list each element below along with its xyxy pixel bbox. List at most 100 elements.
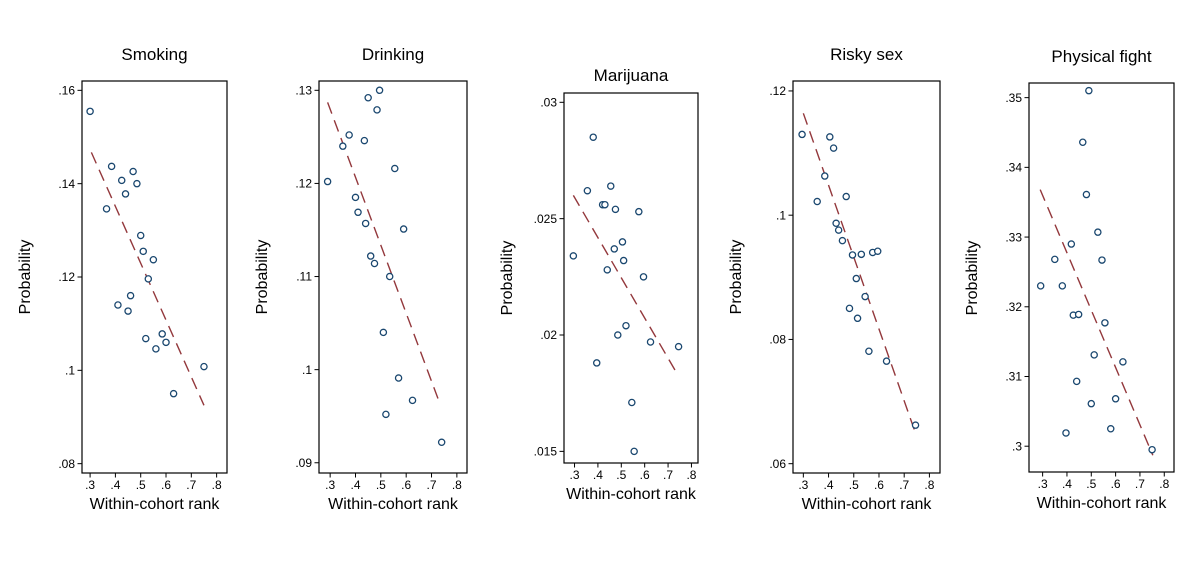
plot-box <box>81 80 228 474</box>
data-point <box>152 345 160 353</box>
x-tick-label: .4 <box>1062 477 1072 491</box>
data-point <box>323 177 332 186</box>
data-point <box>607 182 615 190</box>
y-tick-label: .1 <box>776 208 786 222</box>
x-tick-label: .4 <box>350 478 360 492</box>
x-axis-title-risky-sex: Within-cohort rank <box>801 496 932 513</box>
data-point <box>674 342 683 351</box>
y-tick-label: .03 <box>540 96 557 110</box>
x-tick-label: .5 <box>1086 477 1096 491</box>
data-point <box>1087 399 1096 408</box>
x-tick-label: .6 <box>874 478 884 492</box>
x-axis-title-marijuana: Within-cohort rank <box>566 486 696 503</box>
data-point <box>1106 425 1115 433</box>
x-tick-label: .8 <box>212 478 222 492</box>
data-point <box>394 374 403 382</box>
data-point <box>569 252 578 260</box>
x-tick-label: .8 <box>452 478 462 492</box>
data-point <box>873 247 882 255</box>
y-axis-title-marijuana: Probability <box>499 240 516 316</box>
panel-title-drinking: Drinking <box>361 45 425 64</box>
data-point <box>845 304 854 313</box>
y-tick-label: .08 <box>769 333 786 347</box>
data-point <box>1067 240 1076 248</box>
data-point <box>375 86 384 95</box>
y-tick-label: .06 <box>769 457 786 471</box>
data-point <box>1098 256 1106 264</box>
panel-title-risky-sex: Risky sex <box>830 45 903 64</box>
data-point <box>848 251 857 259</box>
data-point <box>1094 228 1102 236</box>
data-point <box>408 396 417 405</box>
y-axis-title-physical-fight: Probability <box>964 240 981 315</box>
data-point <box>126 291 135 300</box>
y-tick-label: .025 <box>534 212 558 226</box>
data-point <box>1111 395 1120 403</box>
data-point <box>619 256 628 265</box>
x-tick-label: .6 <box>401 478 411 492</box>
y-axis-title-risky-sex: Probability <box>728 239 745 315</box>
data-point <box>618 238 627 246</box>
y-tick-label: .34 <box>1005 161 1022 175</box>
x-tick-label: .5 <box>376 478 386 492</box>
data-point <box>114 301 122 309</box>
x-tick-label: .6 <box>161 478 171 492</box>
data-point <box>370 259 379 268</box>
x-tick-label: .4 <box>110 478 120 492</box>
data-point <box>1101 319 1109 327</box>
data-point <box>832 219 840 228</box>
plot-box <box>792 80 941 474</box>
data-point <box>399 225 408 233</box>
y-tick-label: .33 <box>1005 230 1022 244</box>
data-point <box>813 197 821 206</box>
x-tick-label: .8 <box>924 478 934 492</box>
x-tick-label: .7 <box>899 478 909 492</box>
data-point <box>611 205 620 214</box>
x-tick-label: .4 <box>824 478 834 492</box>
data-point <box>1036 282 1045 290</box>
x-axis-title-smoking: Within-cohort rank <box>89 496 220 513</box>
x-tick-label: .8 <box>686 468 696 482</box>
data-point <box>1058 282 1067 290</box>
data-point <box>364 94 372 102</box>
x-tick-label: .5 <box>616 468 626 482</box>
data-point <box>635 207 643 216</box>
trend-line <box>326 102 442 406</box>
data-point <box>1074 310 1083 319</box>
y-tick-label: .1 <box>65 364 75 378</box>
x-tick-label: .8 <box>1159 477 1169 491</box>
y-axis-title-smoking: Probability <box>17 239 34 315</box>
y-tick-label: .02 <box>540 328 557 342</box>
data-point <box>1148 445 1156 454</box>
data-point <box>102 205 111 213</box>
y-axis-title-drinking: Probability <box>254 239 271 315</box>
data-point <box>373 106 381 114</box>
data-point <box>1072 377 1081 386</box>
data-point <box>121 190 130 198</box>
data-point <box>136 231 145 240</box>
x-tick-label: .4 <box>593 468 603 482</box>
panel-title-smoking: Smoking <box>121 45 188 64</box>
data-point <box>829 144 838 152</box>
data-point <box>646 338 655 346</box>
data-point <box>1082 190 1091 199</box>
y-tick-label: .32 <box>1005 300 1022 314</box>
data-point <box>589 133 597 141</box>
x-tick-label: .5 <box>136 478 146 492</box>
data-point <box>583 186 592 195</box>
y-tick-label: .16 <box>58 84 75 98</box>
y-tick-label: .35 <box>1005 91 1022 105</box>
data-point <box>144 275 153 283</box>
data-point <box>117 176 126 185</box>
data-point <box>622 321 630 330</box>
data-point <box>437 438 446 447</box>
y-tick-label: .1 <box>302 363 312 377</box>
data-point <box>865 347 873 355</box>
data-point <box>124 307 132 315</box>
y-tick-label: .015 <box>534 445 558 459</box>
data-point <box>1051 255 1059 264</box>
x-tick-label: .3 <box>570 468 580 482</box>
data-point <box>339 142 347 150</box>
